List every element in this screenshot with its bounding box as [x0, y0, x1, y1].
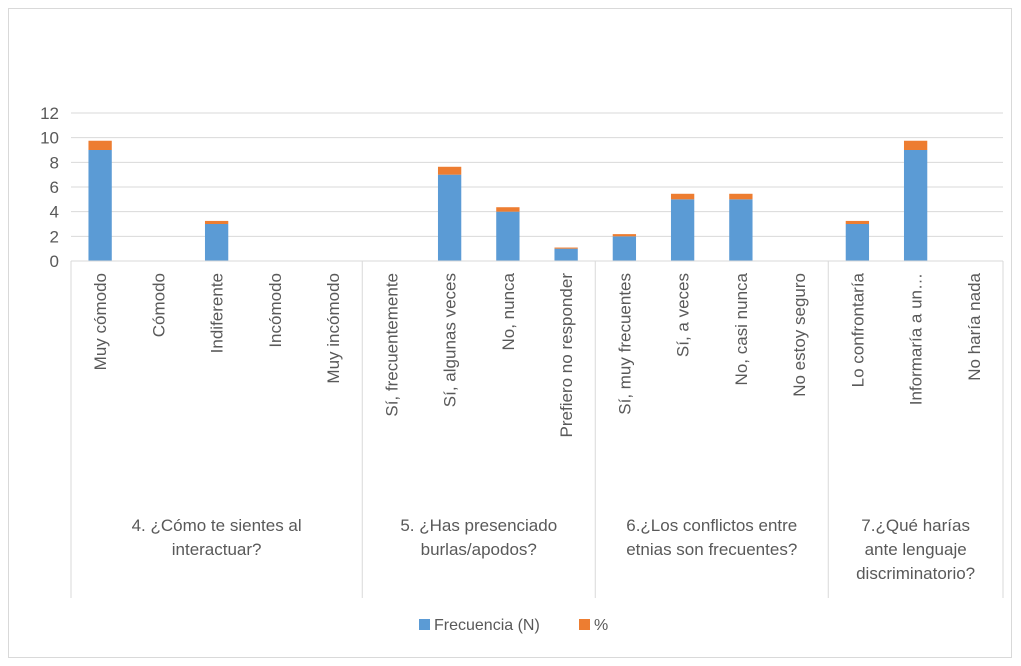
bar-porcentaje — [903, 140, 928, 150]
y-tick-label: 4 — [50, 203, 59, 222]
group-labels: 4. ¿Cómo te sientes al interactuar? 5. ¿Ha… — [132, 516, 976, 583]
group-label: 5. ¿Has presenciado burlas/apodos? — [400, 516, 557, 559]
category-label: Indiferente — [208, 273, 227, 353]
category-label: Sí, muy frecuentes — [615, 273, 634, 415]
bar-frecuencia — [670, 199, 695, 261]
bar-frecuencia — [554, 248, 578, 261]
bar-porcentaje — [496, 207, 520, 212]
y-tick-label: 0 — [50, 252, 59, 271]
legend: Frecuencia (N)% — [419, 617, 608, 634]
y-tick-label: 10 — [40, 129, 59, 148]
x-axis — [70, 260, 1004, 598]
bar-frecuencia — [204, 224, 229, 261]
category-label: No, nunca — [499, 272, 518, 350]
group-label: 6.¿Los conflictos entre etnias son frecue… — [626, 516, 797, 559]
group-label-line: etnias son frecuentes? — [626, 540, 797, 559]
gridlines — [71, 112, 1003, 237]
stacked-bar-chart: 0 2 4 6 8 10 12 Muy cómodo Cómodo Indiferente Inc… — [40, 104, 1004, 634]
category-label: Cómodo — [149, 273, 168, 337]
category-label: No estoy seguro — [790, 273, 809, 397]
category-label: No haría nada — [965, 272, 984, 380]
group-label-line: interactuar? — [172, 540, 262, 559]
group-label-line: 5. ¿Has presenciado — [400, 516, 557, 535]
group-label: 7.¿Qué harías ante lenguaje discriminatori… — [856, 516, 975, 583]
bar-frecuencia — [903, 150, 928, 261]
category-label: Prefiero no responder — [557, 273, 576, 438]
legend-swatch — [419, 619, 430, 630]
bar-porcentaje — [845, 220, 870, 224]
group-label-line: ante lenguaje — [865, 540, 967, 559]
group-label-line: discriminatorio? — [856, 564, 975, 583]
bar-porcentaje — [437, 166, 462, 175]
bar-frecuencia — [496, 211, 520, 261]
bar-porcentaje — [88, 140, 112, 150]
bar-porcentaje — [612, 234, 637, 237]
y-tick-label: 12 — [40, 104, 59, 123]
bar-frecuencia — [729, 199, 753, 261]
bar-porcentaje — [729, 193, 753, 200]
bar-porcentaje — [670, 193, 695, 200]
bar-frecuencia — [612, 236, 637, 261]
legend-swatch — [579, 619, 590, 630]
group-label-line: burlas/apodos? — [421, 540, 537, 559]
y-tick-label: 2 — [50, 227, 59, 246]
category-label: Muy cómodo — [91, 273, 110, 370]
category-label: No, casi nunca — [732, 272, 751, 385]
chart-frame: 0 2 4 6 8 10 12 Muy cómodo Cómodo Indiferente Inc… — [8, 8, 1012, 658]
y-tick-label: 6 — [50, 178, 59, 197]
category-label: Muy incómodo — [324, 273, 343, 384]
bar-porcentaje — [554, 247, 578, 249]
category-labels: Muy cómodo Cómodo Indiferente Incómodo Muy i… — [91, 272, 984, 437]
category-label: Sí, frecuentemente — [382, 273, 401, 417]
bars — [88, 140, 928, 261]
bar-frecuencia — [88, 150, 112, 261]
category-label: Lo confrontaría — [848, 272, 867, 387]
y-axis-ticks: 0 2 4 6 8 10 12 — [40, 104, 59, 271]
category-label: Incómodo — [266, 273, 285, 348]
category-label: Sí, a veces — [674, 273, 693, 357]
bar-porcentaje — [204, 220, 229, 224]
group-label-line: 6.¿Los conflictos entre — [626, 516, 797, 535]
legend-label: Frecuencia (N) — [434, 617, 540, 634]
group-label: 4. ¿Cómo te sientes al interactuar? — [132, 516, 302, 559]
y-tick-label: 8 — [50, 153, 59, 172]
category-label: Informaría a un… — [907, 273, 926, 405]
group-label-line: 4. ¿Cómo te sientes al — [132, 516, 302, 535]
bar-frecuencia — [845, 224, 870, 261]
category-label: Sí, algunas veces — [441, 273, 460, 407]
legend-label: % — [594, 617, 608, 634]
group-label-line: 7.¿Qué harías — [861, 516, 970, 535]
bar-frecuencia — [437, 174, 462, 261]
